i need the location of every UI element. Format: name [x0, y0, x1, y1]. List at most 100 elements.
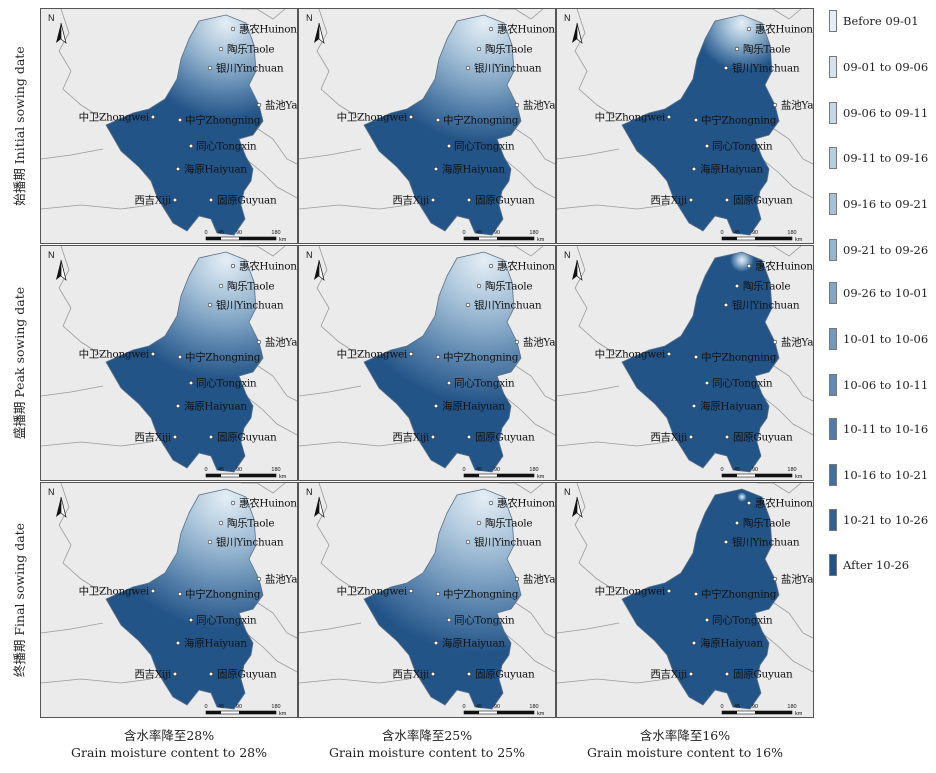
scale-label: 45 — [218, 467, 224, 473]
legend-label: 09-06 to 09-11 — [843, 106, 929, 120]
city-label: 中卫Zhongwei — [337, 111, 408, 124]
map-panel: N 惠农Huinong 陶乐Taole 银川Yinchuan 盐池Yanchi 中卫Zho… — [40, 245, 298, 481]
map-svg: N 惠农Huinong 陶乐Taole 银川Yinchuan 盐池Yanchi 中卫Zho… — [557, 246, 813, 480]
scale-label: 90 — [236, 467, 242, 473]
legend-swatch — [829, 328, 837, 350]
city-marker: 银川Yinchuan — [207, 62, 284, 75]
city-label: 固原Guyuan — [475, 432, 535, 444]
city-label: 盐池Yanchi — [781, 573, 814, 586]
city-label: 惠农Huinong — [755, 23, 814, 36]
city-marker: 固原Guyuan — [208, 195, 277, 207]
city-marker: 惠农Huinong — [230, 260, 297, 273]
map-svg: N 惠农Huinong 陶乐Taole 银川Yinchuan 盐池Yanchi 中卫Zho… — [299, 483, 556, 717]
city-label: 惠农Huinong — [755, 497, 814, 510]
scale-unit: km — [279, 474, 287, 480]
city-marker: 同心Tongxin — [188, 615, 257, 627]
legend-label: 09-26 to 10-01 — [843, 286, 929, 300]
scale-label: 90 — [494, 467, 500, 473]
scale-label: 0 — [462, 230, 465, 236]
row-label: 始播期 Initial sowing date — [12, 46, 27, 206]
city-marker: 中宁Zhongning — [435, 588, 519, 601]
city-label: 中卫Zhongwei — [79, 111, 150, 124]
city-label: 中卫Zhongwei — [79, 348, 150, 361]
north-label: N — [306, 487, 313, 497]
scale-label: 45 — [734, 704, 740, 710]
city-label: 中宁Zhongning — [701, 351, 777, 364]
city-label: 海原Haiyuan — [700, 400, 763, 413]
city-marker: 陶乐Taole — [476, 280, 533, 293]
city-marker: 西吉Xiji — [650, 432, 694, 444]
city-marker: 中宁Zhongning — [435, 114, 519, 127]
city-label: 海原Haiyuan — [442, 637, 505, 650]
city-marker: 西吉Xiji — [650, 669, 694, 681]
city-label: 西吉Xiji — [134, 432, 172, 444]
legend-swatch — [829, 464, 837, 486]
city-marker: 固原Guyuan — [208, 432, 277, 444]
city-label: 同心Tongxin — [196, 141, 257, 153]
city-label: 银川Yinchuan — [474, 299, 542, 312]
scale-label: 45 — [476, 704, 482, 710]
city-label: 西吉Xiji — [392, 432, 430, 444]
city-label: 中宁Zhongning — [443, 351, 519, 364]
city-marker: 盐池Yanchi — [514, 99, 556, 112]
city-marker: 陶乐Taole — [476, 517, 533, 530]
north-arrow-icon: N — [306, 487, 325, 518]
legend-swatch — [829, 10, 837, 32]
city-marker: 中宁Zhongning — [177, 114, 261, 127]
background-borders — [299, 9, 555, 210]
city-marker: 中卫Zhongwei — [595, 111, 672, 124]
city-marker: 盐池Yanchi — [256, 99, 297, 112]
city-label: 同心Tongxin — [454, 615, 515, 627]
city-label: 西吉Xiji — [650, 432, 688, 444]
city-marker: 银川Yinchuan — [723, 536, 800, 549]
city-marker: 银川Yinchuan — [465, 299, 542, 312]
city-label: 固原Guyuan — [217, 195, 277, 207]
map-svg: N 惠农Huinong 陶乐Taole 银川Yinchuan 盐池Yanchi 中卫Zho… — [41, 483, 297, 717]
city-marker: 海原Haiyuan — [433, 400, 506, 413]
city-marker: 陶乐Taole — [218, 280, 275, 293]
legend-label: After 10-26 — [843, 558, 910, 572]
ningxia-region — [363, 14, 522, 236]
scale-label: 90 — [752, 467, 758, 473]
scale-unit: km — [537, 474, 545, 480]
ningxia-region — [621, 488, 780, 710]
city-marker: 中宁Zhongning — [177, 588, 261, 601]
scale-label: 180 — [529, 467, 538, 473]
row-label: 终播期 Final sowing date — [12, 522, 27, 678]
city-label: 陶乐Taole — [227, 517, 274, 530]
legend-swatch — [829, 509, 837, 531]
ningxia-region — [363, 488, 522, 710]
city-marker: 中卫Zhongwei — [337, 348, 414, 361]
city-marker: 惠农Huinong — [230, 23, 297, 36]
city-marker: 盐池Yanchi — [256, 573, 297, 586]
scale-unit: km — [279, 711, 287, 717]
city-marker: 同心Tongxin — [446, 141, 515, 153]
scale-label: 180 — [271, 230, 280, 236]
scale-label: 45 — [218, 230, 224, 236]
scale-label: 45 — [476, 230, 482, 236]
scale-unit: km — [279, 237, 287, 243]
city-marker: 银川Yinchuan — [207, 299, 284, 312]
city-label: 银川Yinchuan — [732, 62, 800, 75]
city-label: 中卫Zhongwei — [595, 111, 666, 124]
city-label: 盐池Yanchi — [523, 99, 556, 112]
map-panel: N 惠农Huinong 陶乐Taole 银川Yinchuan 盐池Yanchi 中卫Zho… — [40, 8, 298, 244]
map-svg: N 惠农Huinong 陶乐Taole 银川Yinchuan 盐池Yanchi 中卫Zho… — [41, 246, 297, 480]
city-marker: 惠农Huinong — [746, 497, 814, 510]
city-label: 盐池Yanchi — [523, 573, 556, 586]
background-borders — [41, 246, 297, 447]
city-label: 固原Guyuan — [733, 432, 793, 444]
city-marker: 海原Haiyuan — [691, 637, 764, 650]
scale-label: 0 — [720, 230, 723, 236]
legend-swatch — [829, 102, 837, 124]
city-label: 海原Haiyuan — [442, 163, 505, 176]
city-label: 海原Haiyuan — [700, 163, 763, 176]
north-arrow-icon: N — [48, 250, 67, 281]
city-marker: 西吉Xiji — [392, 669, 436, 681]
ningxia-region — [621, 14, 780, 236]
scale-label: 0 — [462, 467, 465, 473]
